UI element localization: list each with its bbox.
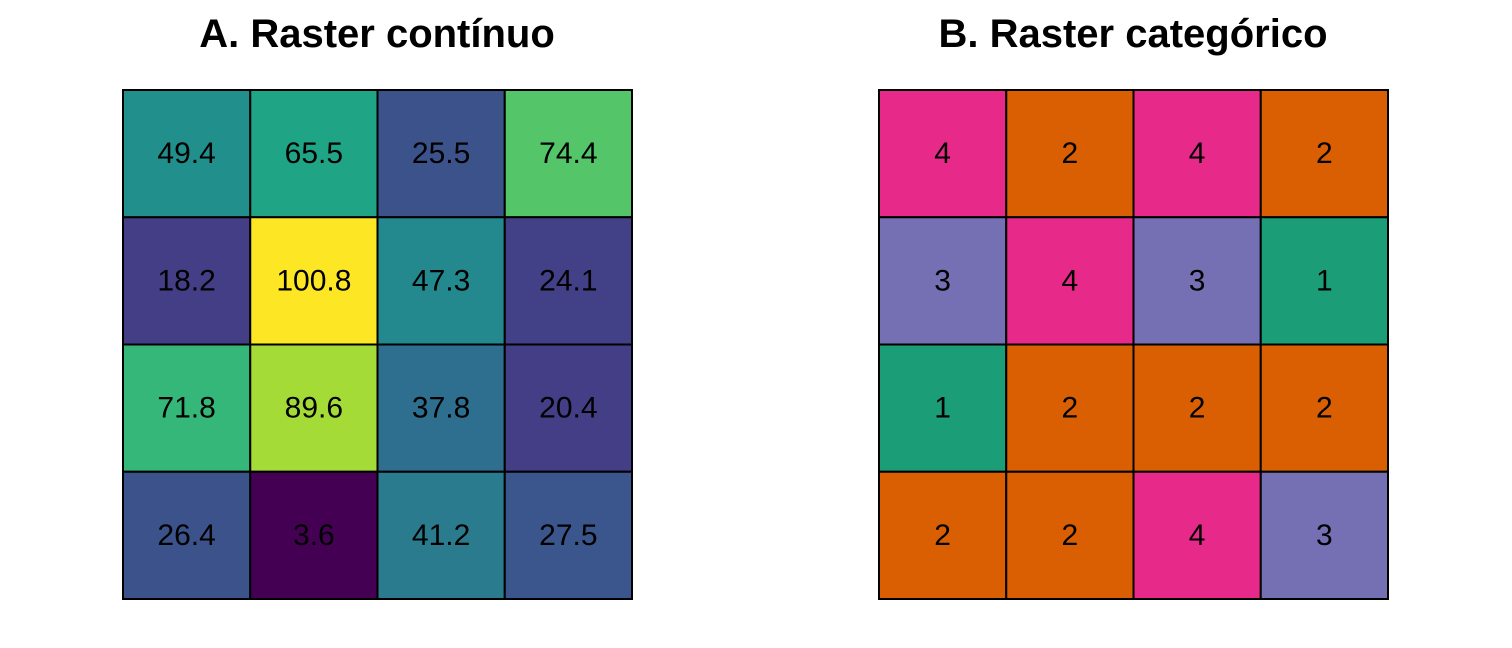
continuous-cell-label-r2-c3: 20.4 (539, 392, 597, 425)
panel-categorical-raster: B. Raster categórico 4 2 4 2 3 4 3 1 1 2 2 2 2 2 4 3 (873, 0, 1393, 648)
categorical-cell-r1-c1 (1005, 216, 1135, 346)
categorical-cell-r3-c2 (1132, 470, 1262, 600)
categorical-cell-r2-c3 (1259, 343, 1389, 473)
continuous-cell-r0-c3 (503, 89, 633, 219)
continuous-cell-r2-c3 (503, 343, 633, 473)
categorical-cell-label-r0-c3: 2 (1316, 137, 1333, 170)
chart-title-continuous: A. Raster contínuo (199, 12, 555, 56)
continuous-cell-r1-c1 (249, 216, 379, 346)
categorical-cell-r3-c0 (878, 470, 1008, 600)
categorical-cell-r0-c3 (1259, 89, 1389, 219)
categorical-cell-label-r1-c0: 3 (934, 264, 951, 297)
continuous-cell-r2-c1 (249, 343, 379, 473)
categorical-cell-label-r3-c2: 4 (1189, 519, 1206, 552)
continuous-cell-label-r2-c2: 37.8 (412, 392, 470, 425)
categorical-cell-r1-c0 (878, 216, 1008, 346)
categorical-cell-label-r2-c0: 1 (934, 392, 951, 425)
categorical-cell-label-r1-c3: 1 (1316, 264, 1333, 297)
categorical-cell-label-r1-c2: 3 (1189, 264, 1206, 297)
continuous-cell-label-r3-c1: 3.6 (293, 519, 335, 552)
continuous-cell-label-r1-c0: 18.2 (157, 264, 215, 297)
continuous-cell-label-r2-c0: 71.8 (157, 392, 215, 425)
categorical-cell-r2-c2 (1132, 343, 1262, 473)
continuous-cell-r0-c2 (376, 89, 506, 219)
continuous-cell-r1-c3 (503, 216, 633, 346)
continuous-cell-label-r1-c3: 24.1 (539, 264, 597, 297)
continuous-cell-label-r0-c1: 65.5 (285, 137, 343, 170)
chart-title-categorical: B. Raster categórico (938, 12, 1328, 56)
categorical-cell-r1-c3 (1259, 216, 1389, 346)
categorical-cell-label-r3-c1: 2 (1062, 519, 1079, 552)
continuous-cell-label-r3-c3: 27.5 (539, 519, 597, 552)
categorical-cell-label-r0-c2: 4 (1189, 137, 1206, 170)
categorical-cell-r0-c1 (1005, 89, 1135, 219)
continuous-cell-r0-c1 (249, 89, 379, 219)
continuous-cell-label-r1-c1: 100.8 (276, 264, 351, 297)
continuous-cell-label-r0-c2: 25.5 (412, 137, 470, 170)
continuous-cell-label-r0-c3: 74.4 (539, 137, 597, 170)
panel-continuous-raster: A. Raster contínuo 49.4 65.5 25.5 74.4 18.2 1… (117, 0, 637, 648)
categorical-cell-label-r0-c1: 2 (1062, 137, 1079, 170)
categorical-cell-label-r2-c2: 2 (1189, 392, 1206, 425)
continuous-cell-label-r3-c2: 41.2 (412, 519, 470, 552)
continuous-cell-r3-c3 (503, 470, 633, 600)
categorical-cell-label-r2-c3: 2 (1316, 392, 1333, 425)
categorical-cell-r0-c2 (1132, 89, 1262, 219)
categorical-cell-r3-c3 (1259, 470, 1389, 600)
categorical-cell-label-r0-c0: 4 (934, 137, 951, 170)
categorical-cell-r1-c2 (1132, 216, 1262, 346)
continuous-raster-grid: 49.4 65.5 25.5 74.4 18.2 100.8 47.3 24.1 71.8 89.… (122, 89, 633, 600)
continuous-cell-r3-c0 (122, 470, 252, 600)
continuous-cell-r0-c0 (122, 89, 252, 219)
categorical-raster-grid: 4 2 4 2 3 4 3 1 1 2 2 2 2 2 4 3 (878, 89, 1389, 600)
categorical-cell-label-r2-c1: 2 (1062, 392, 1079, 425)
categorical-cell-label-r3-c0: 2 (934, 519, 951, 552)
continuous-cell-r3-c1 (249, 470, 379, 600)
categorical-cell-r2-c0 (878, 343, 1008, 473)
continuous-cell-label-r2-c1: 89.6 (285, 392, 343, 425)
continuous-cell-label-r3-c0: 26.4 (157, 519, 215, 552)
categorical-cell-label-r3-c3: 3 (1316, 519, 1333, 552)
categorical-cell-label-r1-c1: 4 (1062, 264, 1079, 297)
continuous-cell-label-r1-c2: 47.3 (412, 264, 470, 297)
continuous-cell-label-r0-c0: 49.4 (157, 137, 215, 170)
categorical-cell-r0-c0 (878, 89, 1008, 219)
